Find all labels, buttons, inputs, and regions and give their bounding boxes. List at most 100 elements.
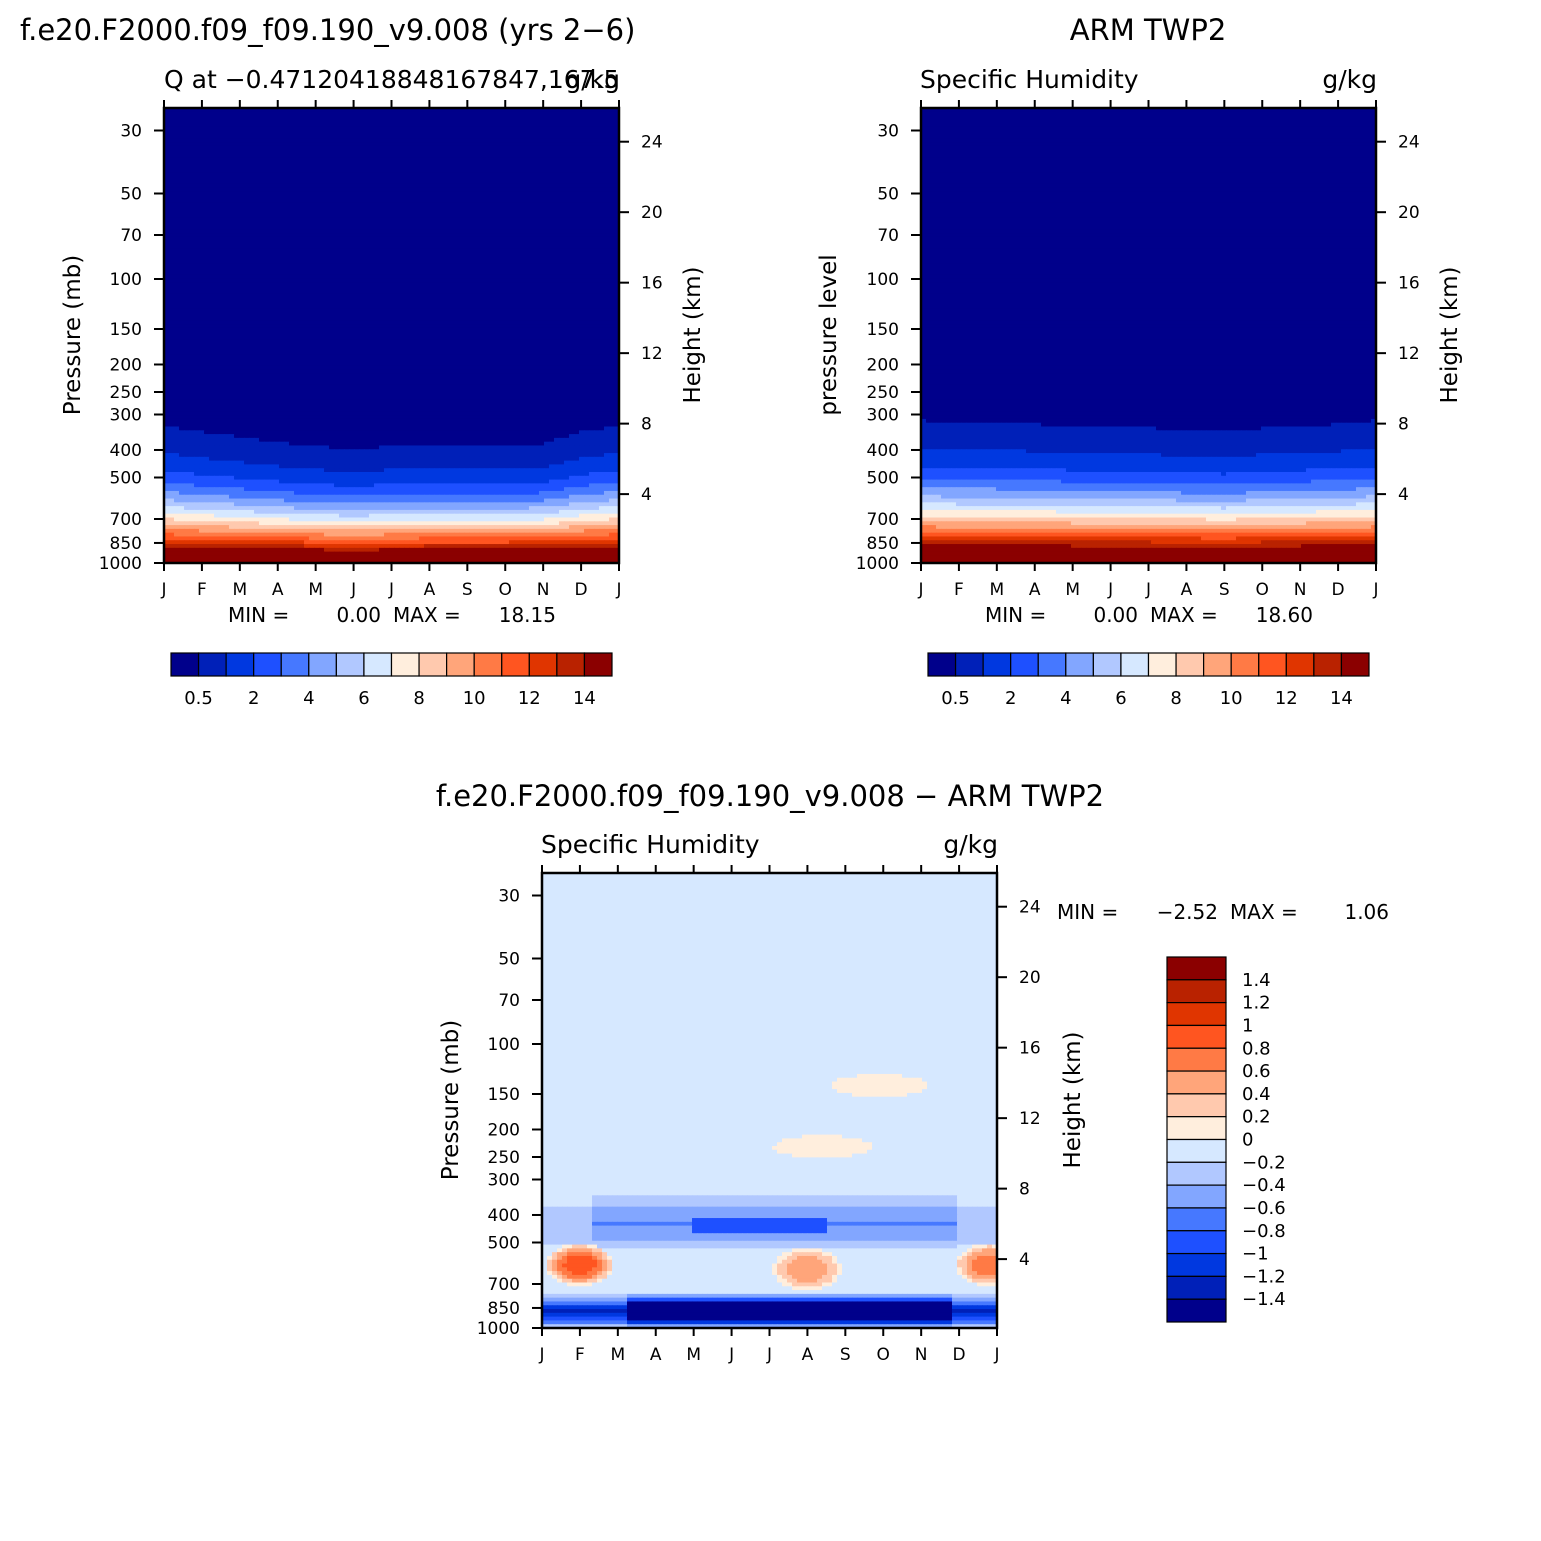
model-cell: [609, 115, 615, 120]
model-cell: [254, 172, 260, 177]
model-cell: [289, 312, 295, 318]
model-cell: [594, 278, 600, 284]
model-cell: [229, 308, 235, 314]
model-cell: [299, 236, 305, 242]
model-cell: [184, 236, 190, 242]
model-cell: [184, 255, 190, 261]
model-cell: [259, 282, 265, 287]
model-cell: [294, 145, 300, 151]
model-cell: [529, 126, 535, 132]
model-cell: [259, 142, 265, 147]
model-cell: [329, 278, 335, 284]
model-cell: [209, 138, 215, 143]
model-cell: [169, 164, 175, 170]
model-cell: [304, 248, 310, 253]
model-cell: [429, 263, 435, 268]
model-cell: [524, 286, 530, 291]
model-cell: [509, 233, 515, 238]
model-cell: [164, 255, 170, 261]
model-cell: [394, 153, 400, 158]
model-cell: [544, 153, 550, 158]
model-cell: [219, 233, 225, 238]
model-cell: [499, 172, 505, 177]
model-cell: [289, 301, 295, 306]
model-cell: [304, 278, 310, 284]
model-cell: [509, 248, 515, 253]
model-cell: [529, 229, 535, 234]
model-cell: [539, 183, 545, 189]
model-cell: [289, 180, 295, 185]
model-cell: [454, 274, 460, 280]
model-cell: [439, 164, 445, 170]
model-cell: [499, 274, 505, 280]
model-cell: [189, 286, 195, 291]
model-cell: [314, 138, 320, 143]
model-cell: [174, 255, 180, 261]
model-cell: [529, 286, 535, 291]
model-cell: [414, 149, 420, 155]
model-cell: [439, 229, 445, 234]
model-cell: [279, 312, 285, 318]
model-cell: [419, 183, 425, 189]
model-cell: [169, 255, 175, 261]
model-cell: [444, 259, 450, 265]
model-cell: [474, 312, 480, 318]
model-cell: [514, 248, 520, 253]
model-cell: [479, 293, 485, 299]
model-cell: [169, 301, 175, 306]
model-cell: [224, 115, 230, 120]
model-cell: [354, 195, 360, 200]
model-cell: [379, 225, 385, 230]
model-cell: [259, 214, 265, 219]
model-cell: [469, 267, 475, 272]
model-cell: [594, 202, 600, 208]
model-cell: [274, 108, 280, 113]
model-cell: [499, 248, 505, 253]
model-cell: [344, 240, 350, 246]
model-cell: [499, 282, 505, 287]
model-cell: [519, 199, 525, 204]
model-cell: [204, 172, 210, 177]
model-cell: [409, 236, 415, 242]
model-cell: [459, 233, 465, 238]
model-cell: [279, 308, 285, 314]
model-cell: [404, 183, 410, 189]
model-cell: [404, 271, 410, 276]
model-cell: [509, 157, 515, 162]
model-cell: [519, 115, 525, 120]
model-cell: [544, 297, 550, 302]
model-cell: [239, 168, 245, 174]
model-cell: [164, 267, 170, 272]
model-cell: [284, 126, 290, 132]
model-cell: [344, 301, 350, 306]
model-cell: [279, 290, 285, 295]
model-cell: [349, 244, 355, 249]
model-cell: [184, 145, 190, 151]
model-cell: [254, 301, 260, 306]
model-cell: [604, 142, 610, 147]
model-cell: [609, 286, 615, 291]
model-cell: [404, 134, 410, 139]
model-cell: [169, 278, 175, 284]
model-cell: [224, 225, 230, 230]
model-cell: [279, 271, 285, 276]
model-cell: [469, 111, 475, 117]
model-cell: [399, 142, 405, 147]
model-cell: [354, 138, 360, 143]
model-cell: [249, 229, 255, 234]
model-cell: [584, 278, 590, 284]
model-cell: [289, 240, 295, 246]
model-cell: [454, 202, 460, 208]
model-cell: [369, 312, 375, 318]
model-cell: [294, 195, 300, 200]
model-cell: [384, 305, 390, 310]
model-cell: [509, 252, 515, 257]
model-cell: [334, 282, 340, 287]
model-cell: [484, 161, 490, 166]
model-cell: [404, 263, 410, 268]
model-cell: [374, 187, 380, 193]
model-cell: [269, 161, 275, 166]
model-cell: [484, 195, 490, 200]
model-cell: [429, 274, 435, 280]
model-cell: [164, 274, 170, 280]
